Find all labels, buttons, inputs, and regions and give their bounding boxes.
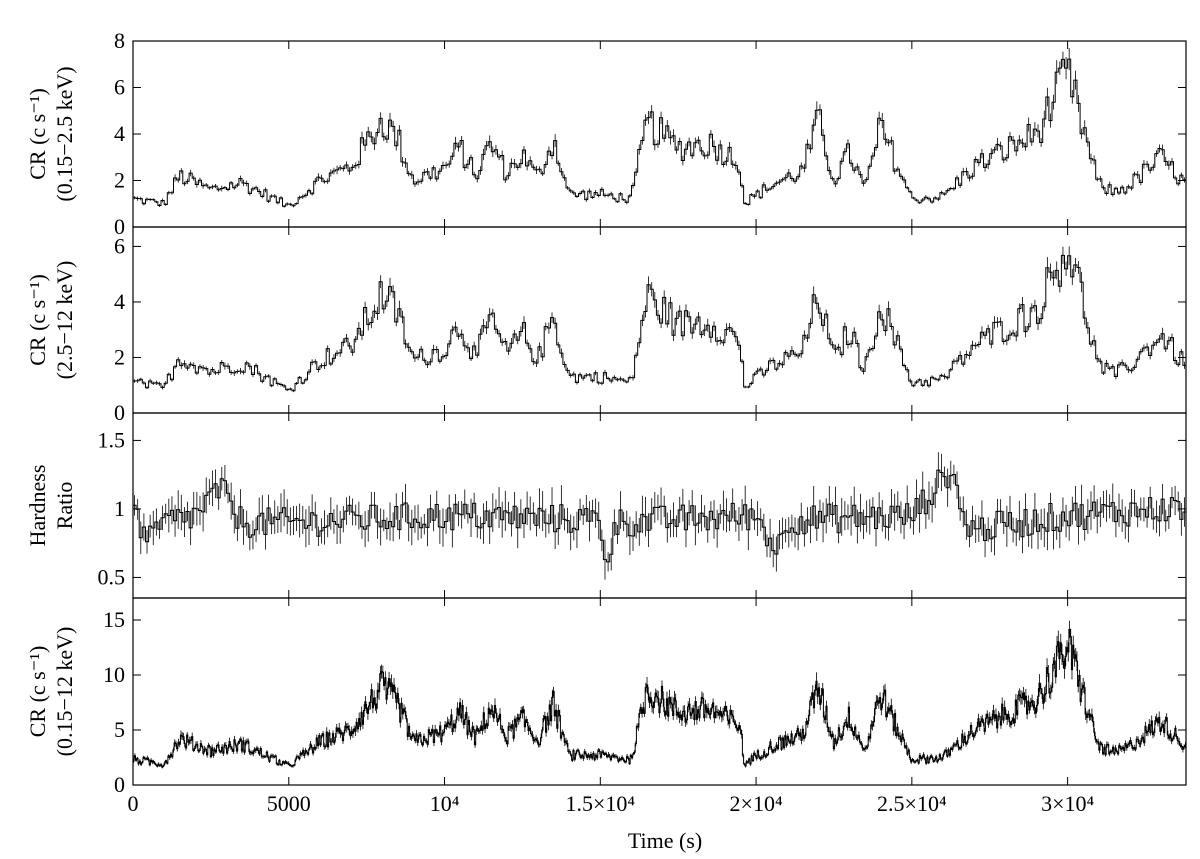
y-tick-label: 8: [114, 28, 125, 53]
y-axis-title-line1: Hardness: [25, 465, 50, 547]
y-tick-label: 5: [114, 717, 125, 742]
y-axis-title-line2: Ratio: [52, 482, 77, 530]
y-tick-label: 6: [114, 233, 125, 258]
x-axis-title: Time (s): [628, 828, 702, 853]
y-axis-title-line1: CR (c s⁻¹): [25, 88, 50, 180]
y-tick-label: 0: [114, 214, 125, 239]
y-tick-label: 6: [114, 75, 125, 100]
panel-frame: [132, 412, 1187, 599]
y-axis-title-line2: (0.15−12 keV): [52, 627, 77, 757]
panel-total: 0 5 10 15 CR (c s⁻¹) (0.15−12 keV): [25, 597, 1187, 797]
light-curve-hard: [133, 254, 1186, 392]
y-axis-title-line2: (2.5−12 keV): [52, 261, 77, 380]
y-tick-label: 0.5: [98, 564, 126, 589]
error-bars: [134, 246, 1185, 393]
light-curve-hardness: [133, 469, 1186, 563]
panel-hard: 0 2 4 6 CR (c s⁻¹) (2.5−12 keV): [25, 226, 1187, 425]
panel-soft: 0 2 4 6 8 CR (c s⁻¹) (0.15−2.5 keV): [25, 28, 1187, 239]
x-tick-label: 2.5×10⁴: [877, 791, 947, 816]
x-tick-label: 10⁴: [430, 791, 460, 816]
x-tick-label: 2×10⁴: [730, 791, 783, 816]
x-tick-label: 1.5×10⁴: [566, 791, 636, 816]
y-tick-label: 0: [114, 772, 125, 797]
y-tick-label: 1: [114, 496, 125, 521]
panel-hardness: 0.5 1 1.5 Hardness Ratio: [25, 412, 1187, 599]
y-axis-title-line1: CR (c s⁻¹): [25, 274, 50, 366]
light-curve-total: [133, 629, 1186, 768]
panel-frame: [132, 597, 1187, 786]
y-tick-label: 15: [103, 607, 125, 632]
y-tick-label: 2: [114, 344, 125, 369]
y-tick-label: 4: [114, 121, 125, 146]
y-tick-label: 0: [114, 400, 125, 425]
y-tick-label: 4: [114, 289, 125, 314]
y-tick-label: 1.5: [98, 427, 126, 452]
light-curve-soft: [133, 58, 1186, 207]
y-axis-title-line2: (0.15−2.5 keV): [52, 66, 77, 201]
y-tick-label: 10: [103, 662, 125, 687]
error-bars: [133, 620, 1186, 769]
x-tick-label: 5000: [267, 791, 311, 816]
y-axis-title-line1: CR (c s⁻¹): [25, 646, 50, 738]
x-tick-label: 0: [128, 791, 139, 816]
x-tick-label: 3×10⁴: [1041, 791, 1094, 816]
y-tick-label: 2: [114, 168, 125, 193]
